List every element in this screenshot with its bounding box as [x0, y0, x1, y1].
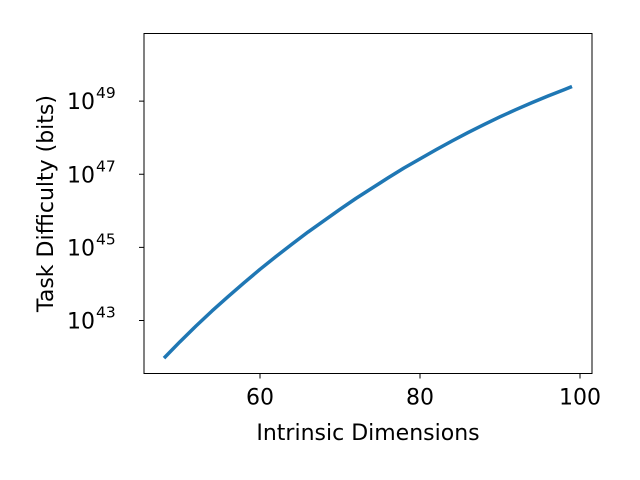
x-tick-label: 100	[559, 386, 601, 411]
x-tick-label: 60	[246, 386, 274, 411]
y-tick-label-base: 10	[67, 90, 95, 115]
y-tick-label-base: 10	[67, 236, 95, 261]
series-layer	[162, 84, 573, 360]
y-axis-label: Task Difficulty (bits)	[34, 95, 59, 313]
plot-frame	[143, 33, 593, 374]
y-tick-label-exponent: 43	[96, 303, 116, 321]
y-tick-label-exponent: 49	[96, 84, 116, 102]
plot-area	[144, 33, 592, 374]
x-tick-label: 80	[406, 386, 434, 411]
y-tick-label-exponent: 47	[96, 157, 116, 175]
y-tick-label-base: 10	[67, 163, 95, 188]
series-line-0	[162, 84, 573, 360]
x-axis-ticks: 60 80 100	[246, 373, 601, 411]
y-tick-label-exponent: 45	[96, 230, 116, 248]
y-tick-label-base: 10	[67, 309, 95, 334]
x-axis-label: Intrinsic Dimensions	[256, 421, 479, 446]
